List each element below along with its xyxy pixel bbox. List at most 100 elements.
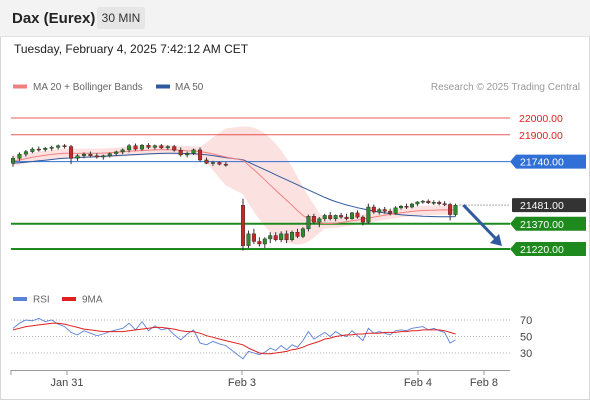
candle — [107, 152, 112, 158]
candle-body — [36, 148, 41, 151]
candle-body — [81, 153, 86, 156]
candle-body — [217, 162, 222, 165]
candle-body — [139, 145, 144, 150]
candle — [371, 204, 376, 214]
candle — [317, 217, 322, 228]
candle-body — [246, 233, 251, 246]
candle — [114, 150, 119, 156]
candle — [88, 151, 93, 158]
candle — [409, 202, 414, 209]
legend-9ma-label: 9MA — [82, 295, 103, 306]
candle-body — [88, 153, 93, 156]
last-price-tag-label: 21481.00 — [520, 200, 564, 212]
candle-body — [75, 155, 80, 159]
candle-body — [10, 158, 15, 164]
candle — [30, 147, 35, 154]
legend-rsi-swatch — [13, 297, 27, 301]
candle-body — [69, 146, 74, 159]
candle-body — [415, 201, 420, 205]
candle-body — [210, 162, 215, 164]
candle-body — [388, 211, 393, 214]
level-labels-layer: 22000.00 21900.00 21740.00 21481.00 21370.00… — [510, 113, 586, 256]
support-tag-21370.00: 21370.00 — [510, 216, 586, 231]
candle-body — [101, 155, 106, 158]
legend-9ma-swatch — [62, 297, 76, 301]
rsi-tick-30: 30 — [520, 348, 532, 360]
forecast-arrow-shaft — [462, 204, 500, 243]
candle-body — [23, 151, 28, 155]
chart-datetime: Tuesday, February 4, 2025 7:42:12 AM CET — [14, 42, 249, 56]
candle-body — [17, 153, 22, 159]
candle-body — [344, 216, 349, 219]
rsi-panel: 70 50 30 — [11, 315, 532, 360]
candle-body — [399, 205, 404, 209]
candle-body — [120, 149, 125, 153]
candle-body — [127, 145, 132, 151]
candle-body — [426, 200, 431, 204]
candle — [185, 151, 190, 158]
candle-body — [178, 150, 183, 156]
candle-body — [350, 212, 355, 219]
chart-header: Dax (Eurex) 30 MIN — [0, 0, 590, 37]
candle — [139, 144, 144, 151]
candle — [36, 146, 41, 152]
legend-ma50-swatch — [156, 84, 170, 89]
forecast-arrow-head — [490, 234, 502, 246]
candle-body — [333, 215, 338, 219]
support-tag-21220.00: 21220.00 — [510, 242, 586, 256]
candle — [257, 237, 262, 247]
candle-body — [30, 148, 35, 152]
candle — [306, 214, 311, 232]
candle — [120, 148, 125, 155]
candle-body — [133, 145, 138, 150]
candle — [210, 160, 215, 166]
candle — [159, 144, 164, 150]
last-price-tag: 21481.00 — [512, 198, 586, 213]
candle-body — [382, 209, 387, 212]
candle-body — [371, 206, 376, 213]
candle — [388, 208, 393, 216]
candle-body — [107, 153, 112, 156]
rsi-line — [12, 317, 456, 360]
candle-body — [240, 205, 245, 246]
candle — [133, 143, 138, 151]
candle-body — [366, 206, 371, 223]
candle — [152, 144, 157, 150]
candle — [81, 152, 86, 159]
candle — [339, 212, 344, 219]
candle — [94, 153, 99, 159]
candle — [448, 202, 453, 221]
candle-body — [279, 233, 284, 240]
rsi-9ma-line — [12, 322, 456, 355]
candle — [75, 154, 80, 161]
candle-body — [442, 203, 447, 205]
candle — [246, 230, 251, 249]
legend-ma50: MA 50 — [156, 82, 204, 93]
candle — [127, 144, 132, 153]
candle — [204, 157, 209, 165]
candle — [223, 162, 228, 167]
candle — [172, 144, 177, 152]
candle-body — [300, 228, 305, 237]
timeframe-badge[interactable]: 30 MIN — [97, 7, 145, 29]
candle-body — [328, 215, 333, 219]
candle-body — [172, 146, 177, 151]
candle — [165, 145, 170, 150]
candle — [366, 203, 371, 224]
candle-body — [420, 200, 425, 203]
candle-body — [306, 216, 311, 230]
candle — [56, 144, 61, 150]
candle-body — [311, 216, 316, 223]
candle-body — [223, 163, 228, 166]
candle-body — [273, 235, 278, 240]
candle — [377, 207, 382, 215]
candle-body — [322, 215, 327, 219]
price-levels-layer — [11, 117, 510, 250]
candle — [262, 237, 267, 249]
candle — [217, 161, 222, 166]
candle — [382, 207, 387, 214]
legend-rsi-label: RSI — [33, 295, 50, 306]
rsi-legend: RSI 9MA — [13, 295, 103, 306]
candle — [399, 204, 404, 210]
candle — [431, 200, 436, 205]
